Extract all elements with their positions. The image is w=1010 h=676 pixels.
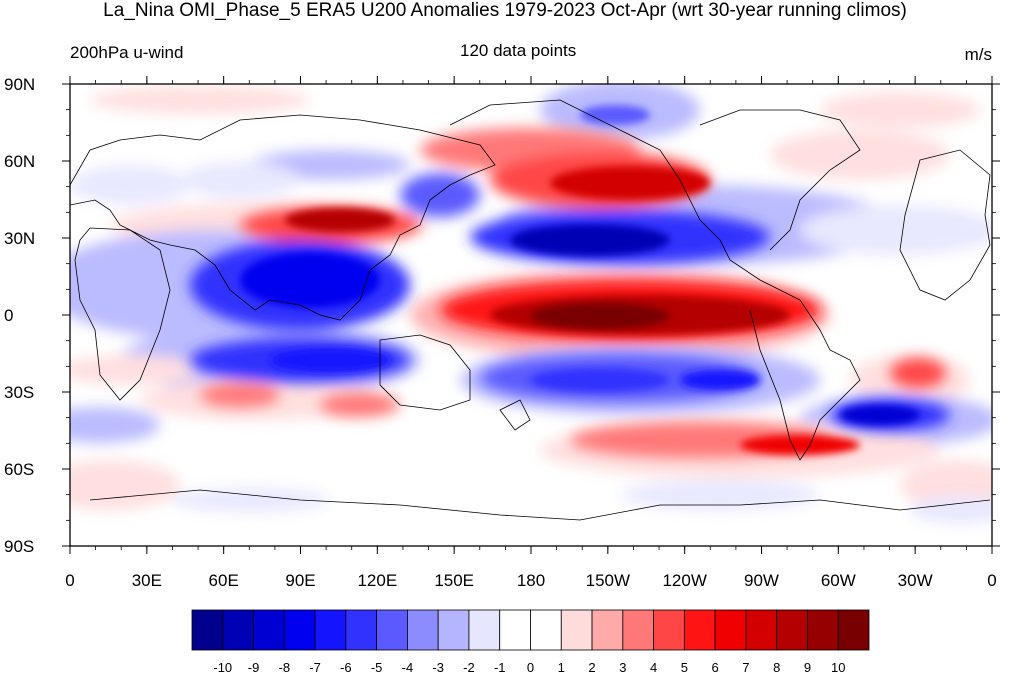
colorbar-label: -4 (402, 660, 414, 675)
lon-tick-label: 150W (586, 571, 630, 590)
colorbar-swatch (468, 609, 501, 651)
colorbar-label: -7 (309, 660, 321, 675)
lon-tick-label: 60E (209, 571, 239, 590)
lat-tick-label: 30S (4, 383, 34, 402)
colorbar-label: -9 (248, 660, 260, 675)
map-title: La_Nina OMI_Phase_5 ERA5 U200 Anomalies … (103, 0, 907, 21)
colorbar-swatch (745, 609, 778, 651)
lon-tick-label: 0 (987, 571, 996, 590)
variable-label: 200hPa u-wind (70, 43, 184, 62)
lon-tick-label: 0 (65, 571, 74, 590)
colorbar-swatch (653, 609, 685, 651)
colorbar-label: -10 (213, 660, 232, 675)
colorbar-swatch (407, 609, 439, 651)
colorbar-label: -6 (340, 660, 352, 675)
lon-tick-label: 180 (517, 571, 545, 590)
colorbar-label: 9 (804, 660, 811, 675)
colorbar-swatch (560, 609, 593, 651)
colorbar-label: -2 (463, 660, 475, 675)
colorbar-label: 7 (742, 660, 749, 675)
colorbar-label: 8 (773, 660, 780, 675)
lon-tick-label: 120E (357, 571, 397, 590)
lat-tick-label: 0 (4, 306, 13, 325)
colorbar-label: 5 (681, 660, 688, 675)
colorbar-swatch (345, 609, 378, 651)
lon-tick-label: 60W (821, 571, 856, 590)
units-label: m/s (964, 45, 992, 64)
colorbar-label: 4 (650, 660, 657, 675)
colorbar-label: -5 (371, 660, 383, 675)
lon-tick-label: 90W (744, 571, 779, 590)
colorbar-swatch (530, 609, 562, 651)
colorbar-label: 2 (588, 660, 595, 675)
axis-ticks: 0 30E 60E 90E 120E 150E 180 150W 120W 90W 60W 30W 0 9… (4, 75, 1000, 590)
colorbar-swatch (253, 609, 285, 651)
colorbar-label: 0 (527, 660, 534, 675)
colorbar-swatch (314, 609, 347, 651)
coastlines (70, 99, 991, 521)
colorbar-label: -8 (279, 660, 291, 675)
colorbar-swatch (776, 609, 808, 651)
colorbar-swatch (437, 609, 470, 651)
lon-tick-label: 150E (434, 571, 474, 590)
colorbar-swatch (807, 609, 839, 651)
lat-tick-label: 60N (4, 152, 35, 171)
data-points-label: 120 data points (460, 41, 577, 60)
colorbar-swatch (683, 609, 716, 651)
colorbar-swatch (283, 609, 316, 651)
lon-tick-label: 120W (662, 571, 706, 590)
colorbar-label: 10 (831, 660, 845, 675)
colorbar-swatch (714, 609, 747, 651)
colorbar-label: 1 (558, 660, 565, 675)
lon-tick-label: 90E (285, 571, 315, 590)
colorbar-swatch (222, 609, 254, 651)
lat-tick-label: 90N (4, 75, 35, 94)
colorbar-swatch (622, 609, 654, 651)
colorbar-swatch (591, 609, 624, 651)
lat-tick-label: 30N (4, 229, 35, 248)
colorbar-label: -1 (494, 660, 506, 675)
lat-tick-label: 90S (4, 537, 34, 556)
lat-tick-label: 60S (4, 460, 34, 479)
colorbar-label: 3 (619, 660, 626, 675)
colorbar-swatch (837, 609, 870, 651)
shading-layer (70, 84, 992, 524)
colorbar-label: 6 (712, 660, 719, 675)
lon-tick-label: 30W (898, 571, 933, 590)
colorbar-swatch (191, 609, 224, 651)
colorbar-swatch (376, 609, 408, 651)
colorbar: -10 -9 -8 -7 -6 -5 -4 -3 -2 -1 0 1 2 3 4 5 6 7 8 9 10 (191, 609, 870, 675)
lon-tick-label: 30E (132, 571, 162, 590)
colorbar-swatch (499, 609, 531, 651)
colorbar-label: -3 (432, 660, 444, 675)
